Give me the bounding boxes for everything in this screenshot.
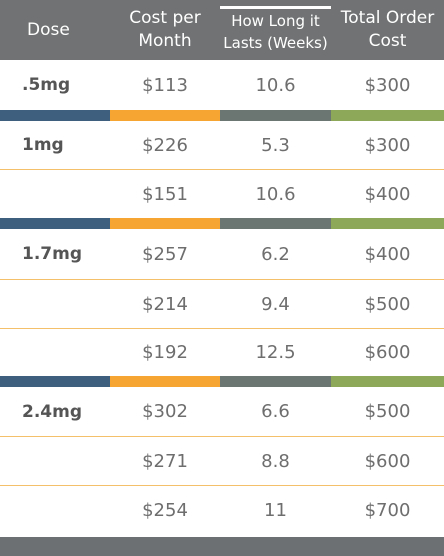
cell-weeks: 9.4 [261,293,290,315]
cell-weeks: 6.6 [261,401,290,422]
header-cost-per-month: Cost per Month [129,8,201,51]
divider-green-segment [331,376,444,387]
cell-cost: $151 [142,183,188,205]
cell-cost: $271 [142,450,188,472]
cell-cost: $113 [142,74,188,96]
cell-dose: 1.7mg [22,244,82,264]
table-header: Dose Cost per Month How Long it Lasts (W… [0,0,444,60]
header-dose: Dose [27,19,70,40]
divider-orange-segment [110,110,220,121]
divider-gray-segment [220,376,331,387]
row-separator [0,328,444,329]
cell-dose: 1mg [22,135,64,155]
cell-weeks: 6.2 [261,243,290,265]
cell-weeks: 11 [264,500,287,521]
header-how-long-it-lasts-label: How Long it Lasts (Weeks) [220,6,331,54]
table-row: 1.7mg $257 6.2 $400 [0,229,444,279]
table-row: $214 9.4 $500 [0,280,444,328]
cell-total: $400 [364,243,411,265]
cell-weeks: 5.3 [261,134,290,156]
header-total-order-cost: Total Order Cost [340,8,435,51]
cell-weeks: 8.8 [261,450,290,472]
table-row: $192 12.5 $600 [0,329,444,376]
table-row: 2.4mg $302 6.6 $500 [0,387,444,436]
cell-cost: $214 [142,293,188,315]
cell-cost: $257 [142,243,188,265]
cell-cost: $302 [142,401,188,422]
cell-weeks: 10.6 [255,183,296,205]
cell-dose: .5mg [22,75,71,95]
divider-blue-segment [0,376,110,387]
divider-orange-segment [110,218,220,229]
dose-group-divider [0,218,444,229]
table-row: .5mg $113 10.6 $300 [0,60,444,110]
table-footer-bar [0,537,444,556]
row-separator [0,279,444,280]
row-separator [0,436,444,437]
cell-weeks: 12.5 [255,342,296,363]
cell-total: $300 [364,134,411,156]
cell-total: $500 [364,401,411,422]
table-row: 1mg $226 5.3 $300 [0,121,444,169]
row-separator [0,169,444,170]
cell-cost: $226 [142,134,188,156]
divider-orange-segment [110,376,220,387]
cell-cost: $254 [142,500,188,521]
table-row: $151 10.6 $400 [0,170,444,218]
cell-dose: 2.4mg [22,401,82,422]
table-row: $254 11 $700 [0,486,444,535]
cell-total: $500 [364,293,411,315]
divider-blue-segment [0,218,110,229]
table-row: $271 8.8 $600 [0,437,444,485]
cell-total: $600 [364,342,411,363]
divider-blue-segment [0,110,110,121]
cell-total: $600 [364,450,411,472]
dose-group-divider [0,110,444,121]
cell-cost: $192 [142,342,188,363]
cell-weeks: 10.6 [255,74,296,96]
divider-green-segment [331,110,444,121]
divider-green-segment [331,218,444,229]
header-how-long-it-lasts: How Long it Lasts (Weeks) [220,0,331,60]
dose-group-divider [0,376,444,387]
row-separator [0,485,444,486]
divider-gray-segment [220,218,331,229]
divider-gray-segment [220,110,331,121]
cell-total: $300 [364,74,411,96]
cell-total: $400 [364,183,411,205]
cell-total: $700 [364,500,411,521]
